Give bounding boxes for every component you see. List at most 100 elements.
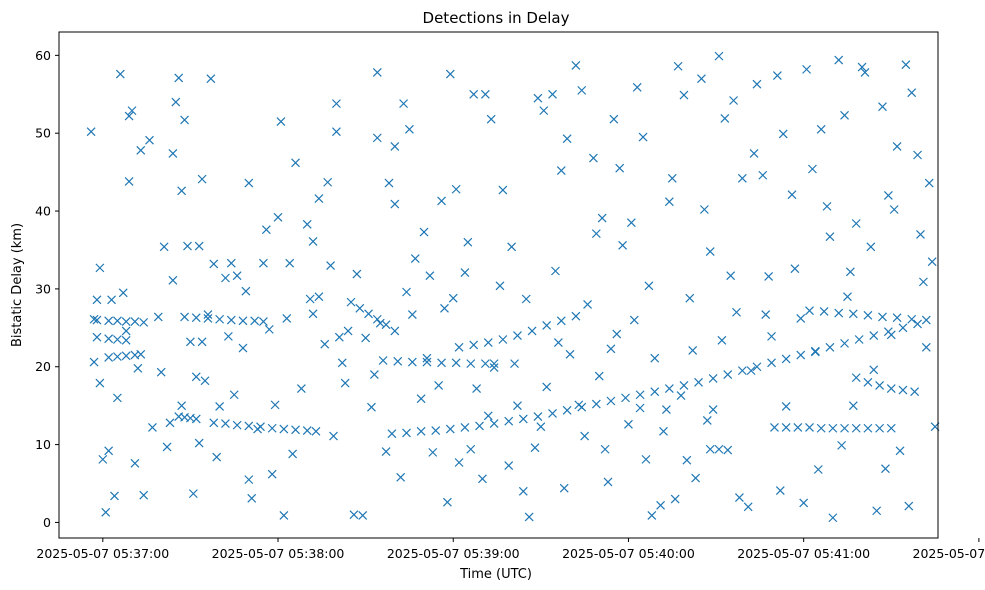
detection-marker-track-h bbox=[737, 366, 747, 376]
detection-marker bbox=[530, 443, 540, 453]
detection-marker bbox=[857, 62, 867, 72]
detection-marker bbox=[156, 367, 166, 377]
detection-marker bbox=[810, 347, 820, 357]
detection-marker-track-h bbox=[898, 323, 908, 333]
detection-marker bbox=[840, 110, 849, 120]
detection-marker bbox=[375, 318, 385, 328]
detection-marker-track-h bbox=[387, 429, 397, 439]
detection-marker bbox=[261, 225, 271, 235]
detection-marker bbox=[194, 438, 204, 448]
detection-marker bbox=[542, 382, 552, 392]
detection-marker bbox=[130, 458, 140, 468]
detection-marker bbox=[337, 358, 347, 368]
detection-marker bbox=[837, 440, 847, 450]
detection-marker-track-j bbox=[437, 358, 446, 368]
detection-marker bbox=[314, 292, 324, 302]
detection-marker bbox=[305, 294, 315, 304]
detection-marker bbox=[425, 271, 435, 281]
detection-marker bbox=[177, 186, 187, 196]
detection-marker-track-h bbox=[591, 399, 601, 409]
detection-marker bbox=[498, 185, 508, 195]
detection-marker bbox=[326, 261, 336, 270]
detection-marker bbox=[332, 99, 341, 109]
detection-marker-track-h bbox=[533, 412, 543, 421]
detection-marker bbox=[764, 272, 774, 281]
detection-marker bbox=[451, 184, 461, 194]
detection-marker bbox=[612, 329, 622, 339]
plot-area-frame bbox=[58, 31, 939, 539]
detection-marker bbox=[513, 401, 522, 411]
detection-marker bbox=[618, 240, 628, 250]
detection-marker-track-h bbox=[475, 421, 484, 431]
detection-marker-track-f bbox=[209, 418, 219, 428]
detection-marker bbox=[145, 135, 154, 145]
detection-marker bbox=[799, 498, 809, 508]
detection-marker bbox=[591, 229, 601, 239]
detection-marker bbox=[124, 111, 134, 121]
detection-marker-track-i bbox=[571, 311, 581, 321]
detection-marker bbox=[729, 96, 739, 105]
detection-marker bbox=[405, 124, 414, 134]
detection-marker bbox=[127, 106, 137, 116]
detection-marker bbox=[285, 258, 295, 268]
detection-marker-track-c bbox=[121, 351, 131, 361]
detection-marker bbox=[872, 506, 882, 516]
detection-marker bbox=[743, 502, 753, 512]
detection-marker bbox=[223, 331, 233, 341]
detection-marker-track-e bbox=[191, 414, 201, 424]
detection-marker bbox=[244, 178, 254, 188]
detection-marker bbox=[624, 419, 633, 429]
detection-marker bbox=[469, 89, 479, 99]
detection-marker bbox=[448, 293, 458, 303]
detection-marker-track-m bbox=[781, 423, 791, 432]
detection-marker-track-k bbox=[819, 307, 829, 316]
detection-marker bbox=[895, 446, 905, 456]
detection-marker bbox=[843, 292, 852, 302]
detection-marker bbox=[924, 178, 934, 188]
detection-marker-track-h bbox=[752, 362, 762, 372]
detection-marker bbox=[340, 378, 350, 388]
detection-marker bbox=[583, 300, 592, 309]
detection-marker bbox=[247, 493, 257, 503]
detection-marker-track-d bbox=[215, 314, 225, 324]
detection-marker-track-m bbox=[816, 423, 826, 433]
detection-marker bbox=[212, 452, 222, 462]
detection-marker-track-m bbox=[805, 423, 814, 432]
detection-marker bbox=[253, 424, 263, 434]
detection-marker-track-h bbox=[518, 414, 528, 424]
detection-marker-track-j bbox=[451, 358, 461, 368]
detection-marker bbox=[775, 486, 785, 495]
detection-marker-track-m bbox=[828, 423, 838, 433]
detection-marker bbox=[524, 512, 534, 522]
detection-marker bbox=[402, 287, 411, 297]
detection-marker bbox=[603, 477, 613, 487]
detection-marker bbox=[442, 497, 452, 507]
detection-marker bbox=[761, 310, 771, 320]
detection-marker bbox=[194, 241, 204, 251]
y-axis-ticks: 0 10 20 30 40 50 60 bbox=[35, 48, 59, 530]
detection-marker bbox=[334, 332, 344, 342]
detection-marker-track-b bbox=[112, 335, 122, 344]
detection-marker bbox=[673, 61, 683, 71]
detection-marker bbox=[676, 391, 686, 400]
detection-marker bbox=[886, 330, 896, 340]
detection-marker bbox=[600, 444, 610, 454]
detection-marker-track-l bbox=[898, 385, 908, 395]
detection-marker bbox=[553, 338, 563, 348]
detection-marker bbox=[746, 366, 756, 376]
detection-marker bbox=[726, 271, 736, 281]
detection-marker-track-d bbox=[191, 313, 201, 323]
detection-marker bbox=[749, 149, 759, 158]
detection-marker bbox=[279, 511, 289, 520]
detection-marker bbox=[112, 393, 122, 403]
detection-marker bbox=[133, 363, 143, 373]
detection-marker-track-h bbox=[767, 358, 776, 368]
detection-marker bbox=[367, 402, 376, 412]
detection-marker-track-m bbox=[840, 423, 849, 433]
detection-marker-track-l bbox=[851, 373, 861, 383]
detection-marker bbox=[244, 475, 254, 485]
detection-marker bbox=[197, 337, 207, 347]
detection-marker bbox=[656, 500, 665, 510]
detection-marker bbox=[384, 178, 394, 188]
detection-marker bbox=[638, 132, 648, 142]
